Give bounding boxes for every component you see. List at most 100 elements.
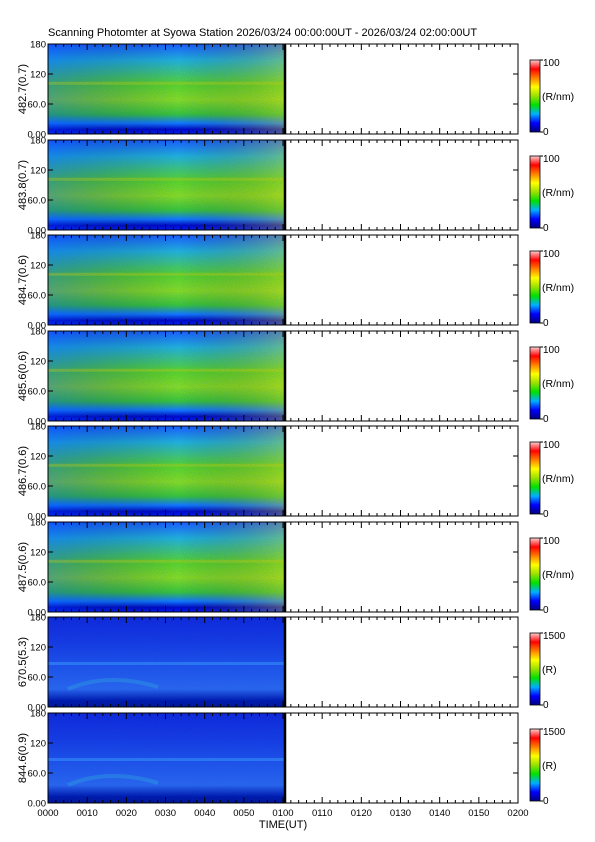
colorbar [529, 537, 541, 611]
panel-6: 0.00 60.0 120 180 670.5(5.3) 1500 0 (R) [17, 613, 566, 714]
y-tick-label: 120 [30, 739, 46, 750]
colorbar-min-label: 0 [543, 509, 549, 520]
colorbar-min-label: 0 [543, 605, 549, 616]
y-tick-label: 180 [30, 518, 46, 529]
x-tick-label: 0110 [312, 808, 332, 819]
heatmap-noise [48, 713, 285, 803]
x-tick-label: 0130 [390, 808, 411, 819]
chart-title: Scanning Photomter at Syowa Station 2026… [48, 27, 478, 39]
panel-2: 0.00 60.0 120 180 484.7(0.6) 100 0 (R/nm) [17, 231, 574, 332]
y-tick-label: 120 [30, 452, 46, 463]
y-tick-label: 0.00 [28, 512, 47, 523]
y-tick-label: 120 [30, 261, 46, 272]
heatmap-noise [48, 140, 285, 230]
x-tick-label: 0040 [194, 808, 215, 819]
x-tick-label: 0030 [155, 808, 176, 819]
x-axis-label: TIME(UT) [259, 819, 307, 831]
colorbar [529, 59, 541, 133]
colorbar [529, 441, 541, 515]
y-tick-label: 180 [30, 422, 46, 433]
heatmap-noise [48, 235, 285, 325]
colorbar-min-label: 0 [543, 796, 549, 807]
x-tick-label: 0140 [429, 808, 450, 819]
y-tick-label: 120 [30, 166, 46, 177]
colorbar-unit-label: (R) [542, 664, 557, 676]
colorbar [529, 155, 541, 229]
panel-label: 844.6(0.9) [17, 733, 29, 783]
colorbar-unit-label: (R/nm) [542, 91, 574, 103]
y-tick-label: 0.00 [28, 608, 47, 619]
colorbar-unit-label: (R/nm) [542, 569, 574, 581]
colorbar-min-label: 0 [543, 223, 549, 234]
panel-label: 670.5(5.3) [17, 637, 29, 687]
heatmap-noise [48, 522, 285, 612]
colorbar-unit-label: (R) [542, 760, 557, 772]
colorbar-unit-label: (R/nm) [542, 282, 574, 294]
panel-label: 482.7(0.7) [17, 64, 29, 114]
colorbar-max-label: 100 [543, 154, 560, 165]
heatmap-noise [48, 331, 285, 421]
y-tick-label: 120 [30, 548, 46, 559]
y-tick-label: 60.0 [28, 196, 47, 207]
panel-3: 0.00 60.0 120 180 485.6(0.6) 100 0 (R/nm) [17, 327, 574, 428]
y-tick-label: 180 [30, 613, 46, 624]
panel-label: 483.8(0.7) [17, 160, 29, 210]
colorbar-max-label: 100 [543, 536, 560, 547]
y-tick-label: 60.0 [28, 673, 47, 684]
y-tick-label: 60.0 [28, 482, 47, 493]
y-tick-label: 60.0 [28, 291, 47, 302]
x-tick-label: 0010 [77, 808, 98, 819]
colorbar-min-label: 0 [543, 414, 549, 425]
y-tick-label: 180 [30, 231, 46, 242]
colorbar-max-label: 100 [543, 249, 560, 260]
y-tick-label: 180 [30, 709, 46, 720]
y-tick-label: 0.00 [28, 417, 47, 428]
panel-label: 487.5(0.6) [17, 542, 29, 592]
heatmap-noise [48, 426, 285, 516]
y-tick-label: 0.00 [28, 130, 47, 141]
y-tick-label: 60.0 [28, 769, 47, 780]
heatmap-noise [48, 617, 285, 707]
x-tick-label: 0050 [233, 808, 254, 819]
colorbar-max-label: 100 [543, 345, 560, 356]
x-tick-label: 0200 [507, 808, 528, 819]
panel-4: 0.00 60.0 120 180 486.7(0.6) 100 0 (R/nm) [17, 422, 574, 523]
panel-1: 0.00 60.0 120 180 483.8(0.7) 100 0 (R/nm) [17, 136, 574, 237]
y-tick-label: 120 [30, 70, 46, 81]
y-tick-label: 180 [30, 327, 46, 338]
y-tick-label: 60.0 [28, 578, 47, 589]
colorbar-max-label: 1500 [543, 727, 566, 738]
x-tick-label: 0120 [351, 808, 372, 819]
y-tick-label: 120 [30, 643, 46, 654]
y-tick-label: 0.00 [28, 226, 47, 237]
heatmap-noise [48, 44, 285, 134]
y-tick-label: 180 [30, 40, 46, 51]
x-tick-label: 0000 [37, 808, 58, 819]
colorbar [529, 250, 541, 324]
colorbar [529, 728, 541, 802]
y-tick-label: 0.00 [28, 321, 47, 332]
colorbar-min-label: 0 [543, 127, 549, 138]
panel-label: 484.7(0.6) [17, 255, 29, 305]
panel-label: 486.7(0.6) [17, 446, 29, 496]
panel-0: 0.00 60.0 120 180 482.7(0.7) 100 0 (R/nm) [17, 40, 574, 141]
y-tick-label: 60.0 [28, 387, 47, 398]
x-tick-label: 0100 [272, 808, 293, 819]
colorbar-min-label: 0 [543, 700, 549, 711]
panel-label: 485.6(0.6) [17, 351, 29, 401]
y-tick-label: 0.00 [28, 799, 47, 810]
x-tick-label: 0150 [468, 808, 489, 819]
y-tick-label: 180 [30, 136, 46, 147]
colorbar [529, 632, 541, 706]
colorbar-max-label: 1500 [543, 631, 566, 642]
colorbar-unit-label: (R/nm) [542, 378, 574, 390]
panel-7: 0.00 60.0 120 180 844.6(0.9) 1500 0 (R) [17, 709, 566, 810]
colorbar-unit-label: (R/nm) [542, 473, 574, 485]
colorbar [529, 346, 541, 420]
x-tick-label: 0020 [116, 808, 137, 819]
y-tick-label: 120 [30, 357, 46, 368]
colorbar-min-label: 0 [543, 318, 549, 329]
colorbar-unit-label: (R/nm) [542, 187, 574, 199]
panel-5: 0.00 60.0 120 180 487.5(0.6) 100 0 (R/nm) [17, 518, 574, 619]
